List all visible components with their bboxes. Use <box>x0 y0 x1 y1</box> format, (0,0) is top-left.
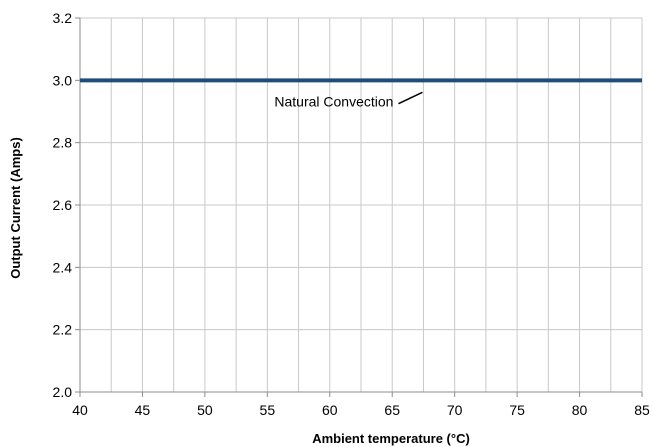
y-tick-label: 2.6 <box>53 197 73 213</box>
gridlines <box>79 17 643 393</box>
y-tick-label: 3.2 <box>53 10 73 26</box>
x-tick-label: 50 <box>197 402 213 418</box>
annotation-layer: Natural Convection <box>274 91 423 110</box>
x-tick-label: 70 <box>447 402 463 418</box>
x-tick-label: 85 <box>634 402 650 418</box>
y-tick-label: 2.2 <box>53 322 73 338</box>
x-tick-label: 80 <box>572 402 588 418</box>
tick-labels: 40 45 50 55 60 65 70 75 80 85 2.0 2.2 2.4 2.6 2.8 3.0 3.… <box>53 10 650 418</box>
x-tick-label: 75 <box>509 402 525 418</box>
y-tick-label: 2.0 <box>53 384 73 400</box>
x-tick-label: 40 <box>72 402 88 418</box>
y-tick-label: 3.0 <box>53 72 73 88</box>
x-tick-label: 45 <box>135 402 151 418</box>
annotation-label: Natural Convection <box>274 94 393 110</box>
x-tick-label: 65 <box>384 402 400 418</box>
y-axis-title: Output Current (Amps) <box>8 137 23 279</box>
y-tick-label: 2.8 <box>53 135 73 151</box>
annotation-leader-line <box>398 91 423 105</box>
x-axis-title: Ambient temperature (°C) <box>312 431 470 446</box>
x-tick-label: 55 <box>260 402 276 418</box>
y-tick-label: 2.4 <box>53 259 73 275</box>
x-tick-label: 60 <box>322 402 338 418</box>
axes <box>75 17 643 397</box>
